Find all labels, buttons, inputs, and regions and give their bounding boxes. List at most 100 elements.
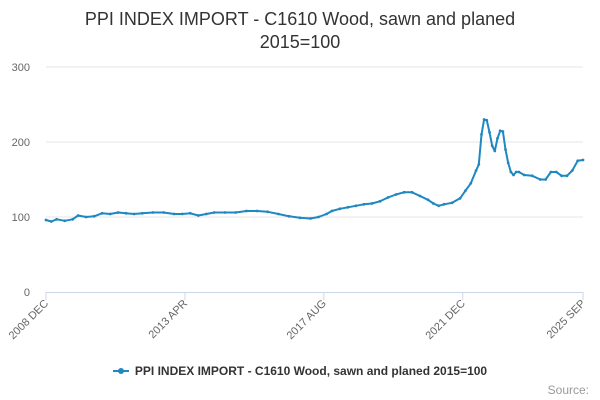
data-point bbox=[180, 212, 184, 216]
chart-title: PPI INDEX IMPORT - C1610 Wood, sawn and … bbox=[0, 8, 600, 54]
y-tick-label: 200 bbox=[12, 137, 30, 149]
data-point bbox=[426, 198, 430, 202]
data-point bbox=[437, 204, 441, 208]
data-point bbox=[55, 217, 59, 221]
data-point bbox=[394, 193, 398, 196]
x-tick-label: 2017 AUG bbox=[285, 298, 329, 342]
data-point bbox=[266, 210, 270, 214]
data-point bbox=[108, 212, 112, 216]
x-tick-label: 2025 SEP bbox=[545, 298, 589, 342]
data-point bbox=[410, 190, 414, 194]
data-point bbox=[298, 216, 302, 220]
data-point bbox=[469, 181, 473, 185]
data-point bbox=[325, 212, 328, 216]
data-point bbox=[132, 212, 136, 216]
data-point bbox=[485, 118, 489, 122]
data-point bbox=[522, 173, 526, 177]
data-point bbox=[84, 215, 88, 219]
data-point bbox=[506, 161, 510, 165]
data-point bbox=[287, 214, 291, 218]
data-point bbox=[514, 170, 518, 174]
data-point bbox=[188, 211, 192, 215]
data-point bbox=[538, 178, 542, 181]
data-point bbox=[76, 214, 80, 217]
data-point bbox=[204, 212, 208, 216]
y-tick-label: 100 bbox=[12, 212, 30, 224]
data-point bbox=[450, 201, 454, 205]
data-point bbox=[100, 211, 104, 215]
legend-item-series[interactable]: PPI INDEX IMPORT - C1610 Wood, sawn and … bbox=[112, 364, 488, 378]
data-point bbox=[474, 169, 478, 172]
data-point bbox=[116, 211, 120, 214]
data-point bbox=[432, 202, 435, 205]
data-point bbox=[309, 217, 312, 220]
chart-credits[interactable]: Source: bbox=[547, 383, 589, 397]
data-point bbox=[330, 209, 334, 213]
data-point bbox=[140, 211, 144, 215]
data-point bbox=[223, 211, 227, 214]
data-point bbox=[354, 204, 358, 208]
data-point bbox=[172, 212, 176, 216]
data-point bbox=[370, 202, 374, 205]
data-point bbox=[92, 214, 96, 218]
data-point bbox=[63, 219, 67, 223]
data-point bbox=[234, 211, 238, 214]
data-point bbox=[418, 194, 422, 198]
data-point bbox=[480, 133, 483, 136]
data-point bbox=[402, 190, 406, 194]
data-point bbox=[464, 189, 467, 193]
data-point bbox=[504, 148, 507, 151]
data-point bbox=[581, 158, 585, 162]
data-point bbox=[501, 130, 505, 133]
data-point bbox=[338, 207, 342, 211]
legend-marker-icon bbox=[112, 366, 129, 376]
x-tick-label: 2013 APR bbox=[147, 298, 191, 342]
data-point bbox=[378, 199, 382, 203]
data-point bbox=[488, 130, 491, 134]
data-point bbox=[490, 144, 494, 148]
y-tick-label: 0 bbox=[24, 287, 30, 299]
chart-title-line-2: 2015=100 bbox=[259, 32, 341, 52]
data-point bbox=[509, 170, 513, 174]
data-point bbox=[442, 202, 446, 206]
data-point bbox=[560, 174, 563, 178]
data-point bbox=[245, 209, 248, 213]
data-point bbox=[493, 149, 497, 153]
data-point bbox=[277, 212, 280, 216]
data-point bbox=[482, 118, 486, 121]
data-point bbox=[477, 163, 481, 166]
data-point bbox=[255, 209, 259, 213]
data-point bbox=[124, 211, 128, 215]
data-point bbox=[570, 169, 574, 172]
data-point bbox=[317, 215, 320, 219]
data-point bbox=[496, 136, 499, 140]
data-point bbox=[458, 196, 462, 200]
data-point bbox=[362, 202, 366, 206]
data-point bbox=[554, 170, 558, 174]
y-tick-label: 300 bbox=[12, 62, 30, 74]
data-point bbox=[565, 174, 569, 178]
data-point bbox=[549, 170, 553, 174]
data-point bbox=[544, 178, 547, 181]
chart-legend[interactable]: PPI INDEX IMPORT - C1610 Wood, sawn and … bbox=[0, 364, 600, 379]
legend-label: PPI INDEX IMPORT - C1610 Wood, sawn and … bbox=[134, 364, 488, 378]
data-point bbox=[386, 196, 390, 199]
data-point bbox=[576, 159, 580, 163]
data-point bbox=[71, 217, 75, 221]
data-point bbox=[512, 173, 515, 177]
data-point bbox=[498, 129, 502, 133]
chart-title-line-1: PPI INDEX IMPORT - C1610 Wood, sawn and … bbox=[84, 9, 516, 29]
data-point bbox=[530, 174, 534, 178]
series-line bbox=[45, 118, 584, 223]
data-point bbox=[151, 211, 155, 214]
data-point bbox=[517, 170, 521, 174]
data-point bbox=[162, 211, 166, 214]
data-point bbox=[212, 211, 216, 214]
data-point bbox=[346, 205, 350, 209]
data-point bbox=[49, 220, 53, 223]
x-tick-label: 2008 DEC bbox=[7, 298, 51, 342]
x-tick-label: 2021 DEC bbox=[424, 298, 468, 342]
data-point bbox=[196, 214, 200, 217]
